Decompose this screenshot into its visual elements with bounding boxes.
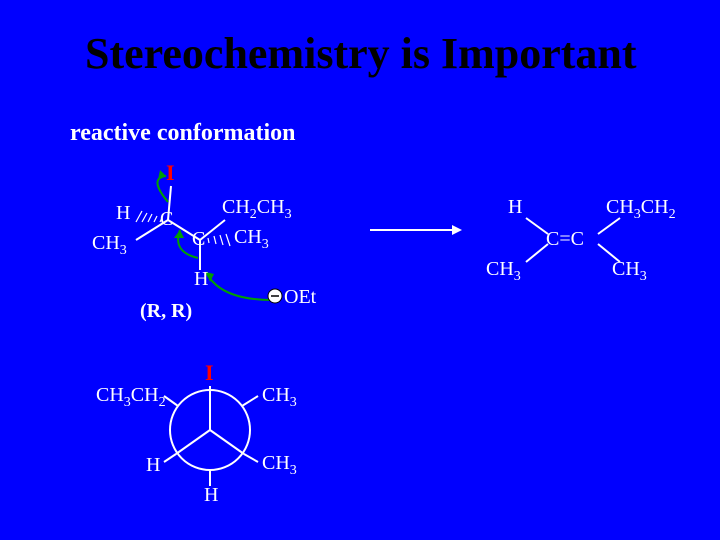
oet-label: OEt — [284, 286, 316, 309]
slide-title: Stereochemistry is Important — [85, 28, 637, 79]
newman-ch3-br: CH3 — [262, 452, 297, 479]
prod-ch3ch2-tr: CH3CH2 — [606, 196, 676, 223]
s1-iodine: I — [166, 160, 175, 186]
prod-c-eq-c: C=C — [546, 228, 584, 251]
s1-ch3-left: CH3 — [92, 232, 127, 259]
prod-ch3-br: CH3 — [612, 258, 647, 285]
prod-h-tl: H — [508, 196, 522, 219]
s1-h-bottom: H — [194, 268, 208, 291]
newman-iodine: I — [205, 360, 214, 386]
s1-c1: C — [160, 208, 173, 231]
stereo-label: (R, R) — [140, 300, 192, 323]
newman-ch3ch2-left: CH3CH2 — [96, 384, 166, 411]
s1-h-left: H — [116, 202, 130, 225]
s1-ch3-right: CH3 — [234, 226, 269, 253]
newman-ch3-tr: CH3 — [262, 384, 297, 411]
reactive-conformation-label: reactive conformation — [70, 120, 295, 147]
newman-h-bottom: H — [204, 484, 218, 507]
s1-c2: C — [192, 228, 205, 251]
prod-ch3-bl: CH3 — [486, 258, 521, 285]
newman-h-left: H — [146, 454, 160, 477]
s1-ch2ch3: CH2CH3 — [222, 196, 292, 223]
